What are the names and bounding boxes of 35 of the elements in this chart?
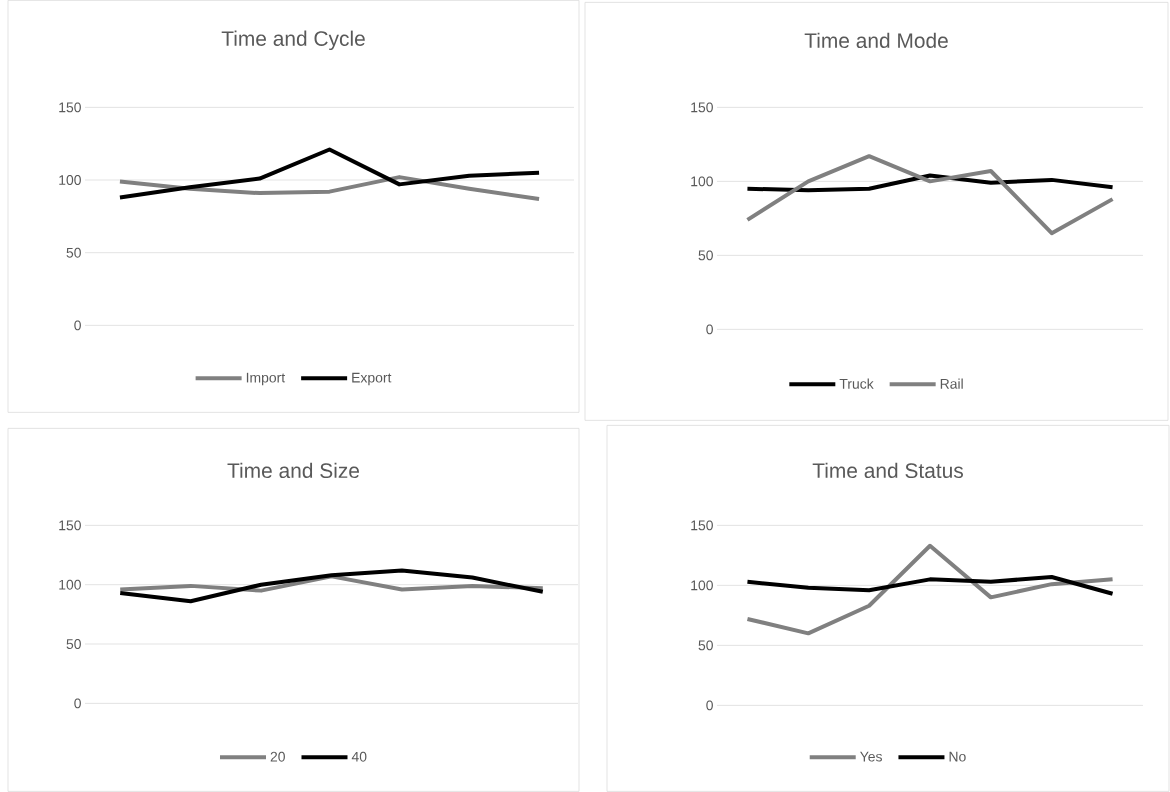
line-series [117,147,542,200]
y-tick-label: 50 [66,247,81,258]
legend-label: 40 [351,751,367,762]
line-series [745,543,1115,636]
y-tick-label: 150 [59,520,81,531]
y-tick-label: 100 [59,579,81,590]
y-tick-label: 150 [691,102,713,113]
line-series [117,174,542,201]
legend-label: 20 [270,751,285,762]
chart-title: Time and Status [812,462,963,478]
y-tick-label: 100 [691,580,713,591]
y-tick-label: 150 [691,520,713,531]
line-series [118,568,545,604]
y-tick-label: 50 [698,640,713,651]
y-tick-label: 100 [59,174,81,185]
line-series [745,173,1115,193]
y-tick-label: 100 [691,176,713,187]
legend-label: No [949,751,966,762]
y-tick-label: 0 [74,320,81,331]
chart-title: Time and Size [227,462,360,478]
y-tick-label: 0 [706,324,713,335]
line-series [745,574,1115,596]
legend-label: Yes [860,751,882,762]
legend-label: Import [246,372,286,386]
chart-title: Time and Mode [804,32,948,48]
y-tick-label: 0 [706,700,713,711]
legend-label: Export [352,372,392,386]
legend-label: Truck [839,378,874,389]
y-tick-label: 150 [59,102,81,113]
y-tick-label: 50 [66,638,81,649]
y-tick-label: 50 [698,250,713,261]
line-series [745,154,1115,235]
legend-label: Rail [940,378,963,389]
chart-title: Time and Cycle [221,30,365,50]
y-tick-label: 0 [74,698,81,709]
